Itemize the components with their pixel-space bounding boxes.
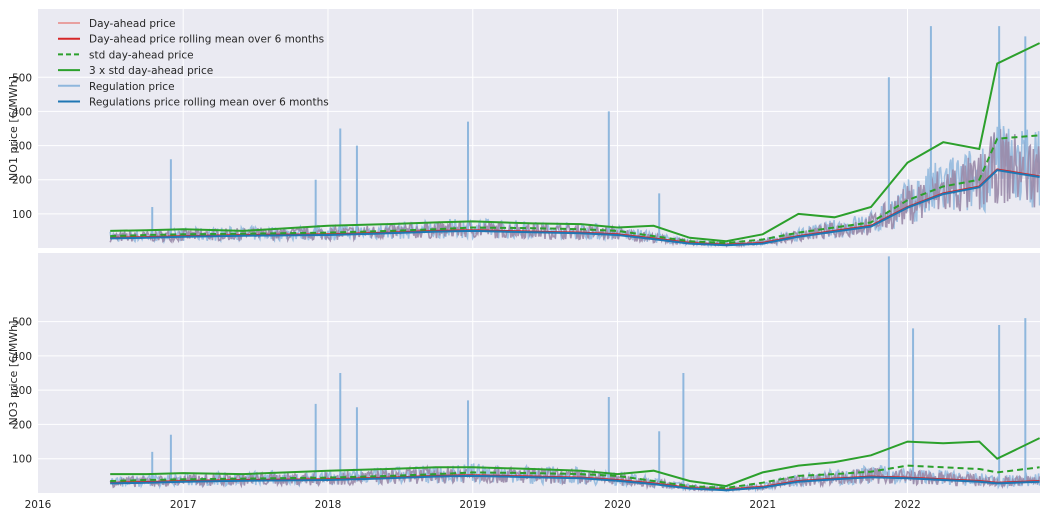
- plot-background: [38, 253, 1040, 493]
- x-tick-label: 2020: [604, 499, 631, 511]
- y-tick-label: 400: [12, 106, 32, 118]
- chart-legend: Day-ahead price Day-ahead price rolling m…: [58, 18, 329, 109]
- x-tick-label: 2019: [459, 499, 486, 511]
- series-line: [110, 169, 1040, 247]
- y-tick-label: 200: [12, 175, 32, 187]
- y-axis-label: NO3 price [€/MWh]: [7, 321, 20, 426]
- legend-label: std day-ahead price: [89, 49, 194, 61]
- x-tick-label: 2016: [25, 499, 52, 511]
- plot-area: [109, 256, 1040, 493]
- legend-label: Regulation price: [89, 81, 175, 93]
- legend-label: 3 x std day-ahead price: [89, 65, 213, 77]
- y-tick-label: 500: [12, 317, 32, 329]
- day-ahead-price-line: [109, 464, 1040, 493]
- series-line: [110, 437, 1040, 488]
- y-tick-label: 100: [12, 454, 32, 466]
- plot-background: [38, 9, 1040, 248]
- x-tick-label: 2021: [749, 499, 776, 511]
- y-tick-label: 500: [12, 72, 32, 84]
- legend-label: Regulations price rolling mean over 6 mo…: [89, 97, 329, 109]
- y-tick-label: 300: [12, 385, 32, 397]
- series-line: [110, 134, 1040, 244]
- series-line: [110, 464, 1040, 489]
- series-line: [110, 42, 1040, 243]
- legend-label: Day-ahead price: [89, 18, 175, 30]
- x-tick-label: 2018: [315, 499, 342, 511]
- plot-area: [109, 26, 1040, 248]
- series-line: [110, 474, 1040, 492]
- y-tick-label: 300: [12, 141, 32, 153]
- x-tick-label: 2022: [894, 499, 921, 511]
- legend-label: Day-ahead price rolling mean over 6 mont…: [89, 34, 324, 46]
- no3-price-panel: 100 200 300 400 500 2016 2017 2018 2019 2020 2021 2…: [7, 253, 1040, 511]
- y-axis-label: NO1 price [€/MWh]: [7, 76, 20, 181]
- y-tick-label: 400: [12, 351, 32, 363]
- y-tick-label: 100: [12, 209, 32, 221]
- y-tick-label: 200: [12, 419, 32, 431]
- x-tick-label: 2017: [170, 499, 197, 511]
